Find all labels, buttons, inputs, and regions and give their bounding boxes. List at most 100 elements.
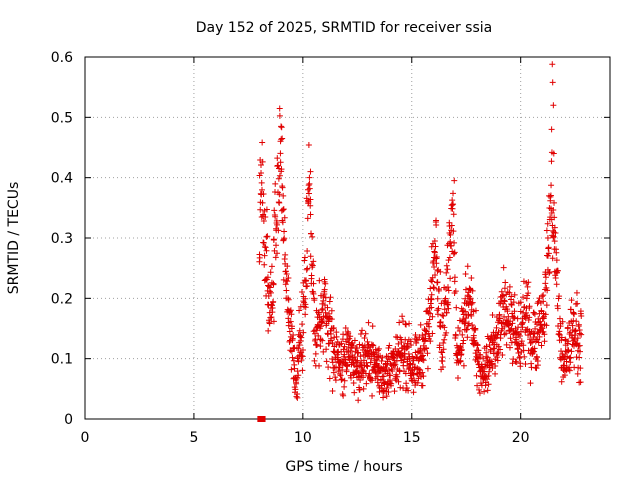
data-point bbox=[307, 230, 314, 237]
data-point bbox=[441, 306, 448, 313]
data-point bbox=[549, 255, 556, 262]
data-point bbox=[557, 323, 564, 330]
data-point bbox=[259, 186, 265, 193]
data-point bbox=[277, 159, 284, 166]
data-point bbox=[270, 318, 277, 325]
data-point bbox=[332, 377, 339, 384]
data-point bbox=[459, 331, 466, 338]
data-point bbox=[436, 286, 443, 293]
data-point bbox=[419, 382, 426, 389]
data-point bbox=[440, 346, 447, 353]
data-point bbox=[354, 350, 361, 357]
data-point bbox=[576, 354, 583, 361]
data-point bbox=[294, 394, 301, 401]
data-point bbox=[446, 254, 453, 261]
data-point bbox=[322, 280, 329, 287]
data-point bbox=[550, 150, 557, 157]
data-point bbox=[454, 375, 461, 382]
data-point bbox=[337, 372, 344, 379]
data-point bbox=[329, 388, 336, 395]
data-point bbox=[417, 321, 424, 328]
data-point bbox=[395, 378, 402, 385]
data-point bbox=[330, 369, 337, 376]
data-point bbox=[334, 349, 341, 356]
data-point bbox=[439, 312, 446, 319]
data-point bbox=[275, 175, 282, 182]
data-point bbox=[528, 339, 535, 346]
y-tick-label: 0.2 bbox=[51, 291, 73, 307]
data-point bbox=[524, 283, 531, 290]
data-point bbox=[550, 207, 557, 214]
data-point bbox=[473, 372, 480, 379]
data-point bbox=[363, 380, 370, 387]
data-point bbox=[429, 278, 436, 285]
data-point bbox=[434, 307, 441, 314]
data-point bbox=[515, 349, 522, 356]
data-point bbox=[441, 324, 448, 331]
data-point bbox=[385, 389, 392, 396]
data-point bbox=[403, 321, 410, 328]
data-point bbox=[355, 397, 362, 404]
data-point bbox=[295, 345, 302, 352]
data-point bbox=[548, 158, 555, 165]
data-point bbox=[435, 305, 442, 312]
data-point bbox=[261, 252, 268, 259]
data-point bbox=[568, 297, 575, 304]
data-point bbox=[263, 233, 270, 240]
data-point bbox=[502, 279, 509, 286]
data-point bbox=[568, 348, 575, 355]
data-point bbox=[423, 345, 430, 352]
data-point bbox=[319, 317, 326, 324]
data-point bbox=[472, 350, 479, 357]
data-point bbox=[369, 377, 376, 384]
data-point bbox=[350, 380, 357, 387]
data-point bbox=[338, 340, 345, 347]
data-point bbox=[496, 311, 503, 318]
data-point bbox=[402, 321, 409, 328]
data-point bbox=[300, 329, 307, 336]
data-point bbox=[369, 392, 376, 399]
data-point bbox=[553, 281, 560, 288]
data-point bbox=[545, 244, 552, 251]
data-point bbox=[445, 287, 452, 294]
data-point bbox=[420, 357, 427, 364]
data-point bbox=[378, 377, 385, 384]
data-point bbox=[531, 330, 538, 337]
data-point bbox=[567, 306, 574, 313]
data-point bbox=[274, 221, 281, 228]
data-point bbox=[319, 305, 326, 312]
data-point bbox=[578, 331, 585, 338]
data-point bbox=[374, 373, 381, 380]
data-point bbox=[485, 372, 492, 379]
data-point bbox=[573, 289, 580, 296]
data-point bbox=[340, 331, 347, 338]
data-point bbox=[383, 393, 390, 400]
data-point bbox=[278, 166, 285, 173]
data-point bbox=[301, 254, 308, 261]
data-point bbox=[336, 370, 343, 377]
data-point bbox=[457, 343, 464, 350]
data-point bbox=[296, 307, 303, 314]
x-axis-label: GPS time / hours bbox=[285, 459, 402, 475]
data-point bbox=[281, 235, 288, 242]
data-point bbox=[512, 325, 519, 332]
data-point bbox=[385, 344, 392, 351]
data-point bbox=[280, 276, 287, 283]
data-point bbox=[447, 231, 454, 238]
data-point bbox=[531, 345, 538, 352]
data-point bbox=[380, 380, 387, 387]
data-point bbox=[549, 79, 556, 86]
data-point bbox=[458, 346, 465, 353]
data-point bbox=[260, 217, 267, 224]
data-point bbox=[427, 295, 434, 302]
data-point bbox=[395, 340, 402, 347]
data-point bbox=[433, 217, 440, 224]
data-point bbox=[434, 268, 441, 275]
data-point bbox=[367, 359, 374, 366]
data-point bbox=[378, 358, 385, 365]
data-point bbox=[431, 263, 438, 270]
data-point bbox=[462, 295, 469, 302]
data-point bbox=[267, 284, 274, 291]
data-point bbox=[551, 199, 558, 206]
data-point bbox=[323, 346, 330, 353]
